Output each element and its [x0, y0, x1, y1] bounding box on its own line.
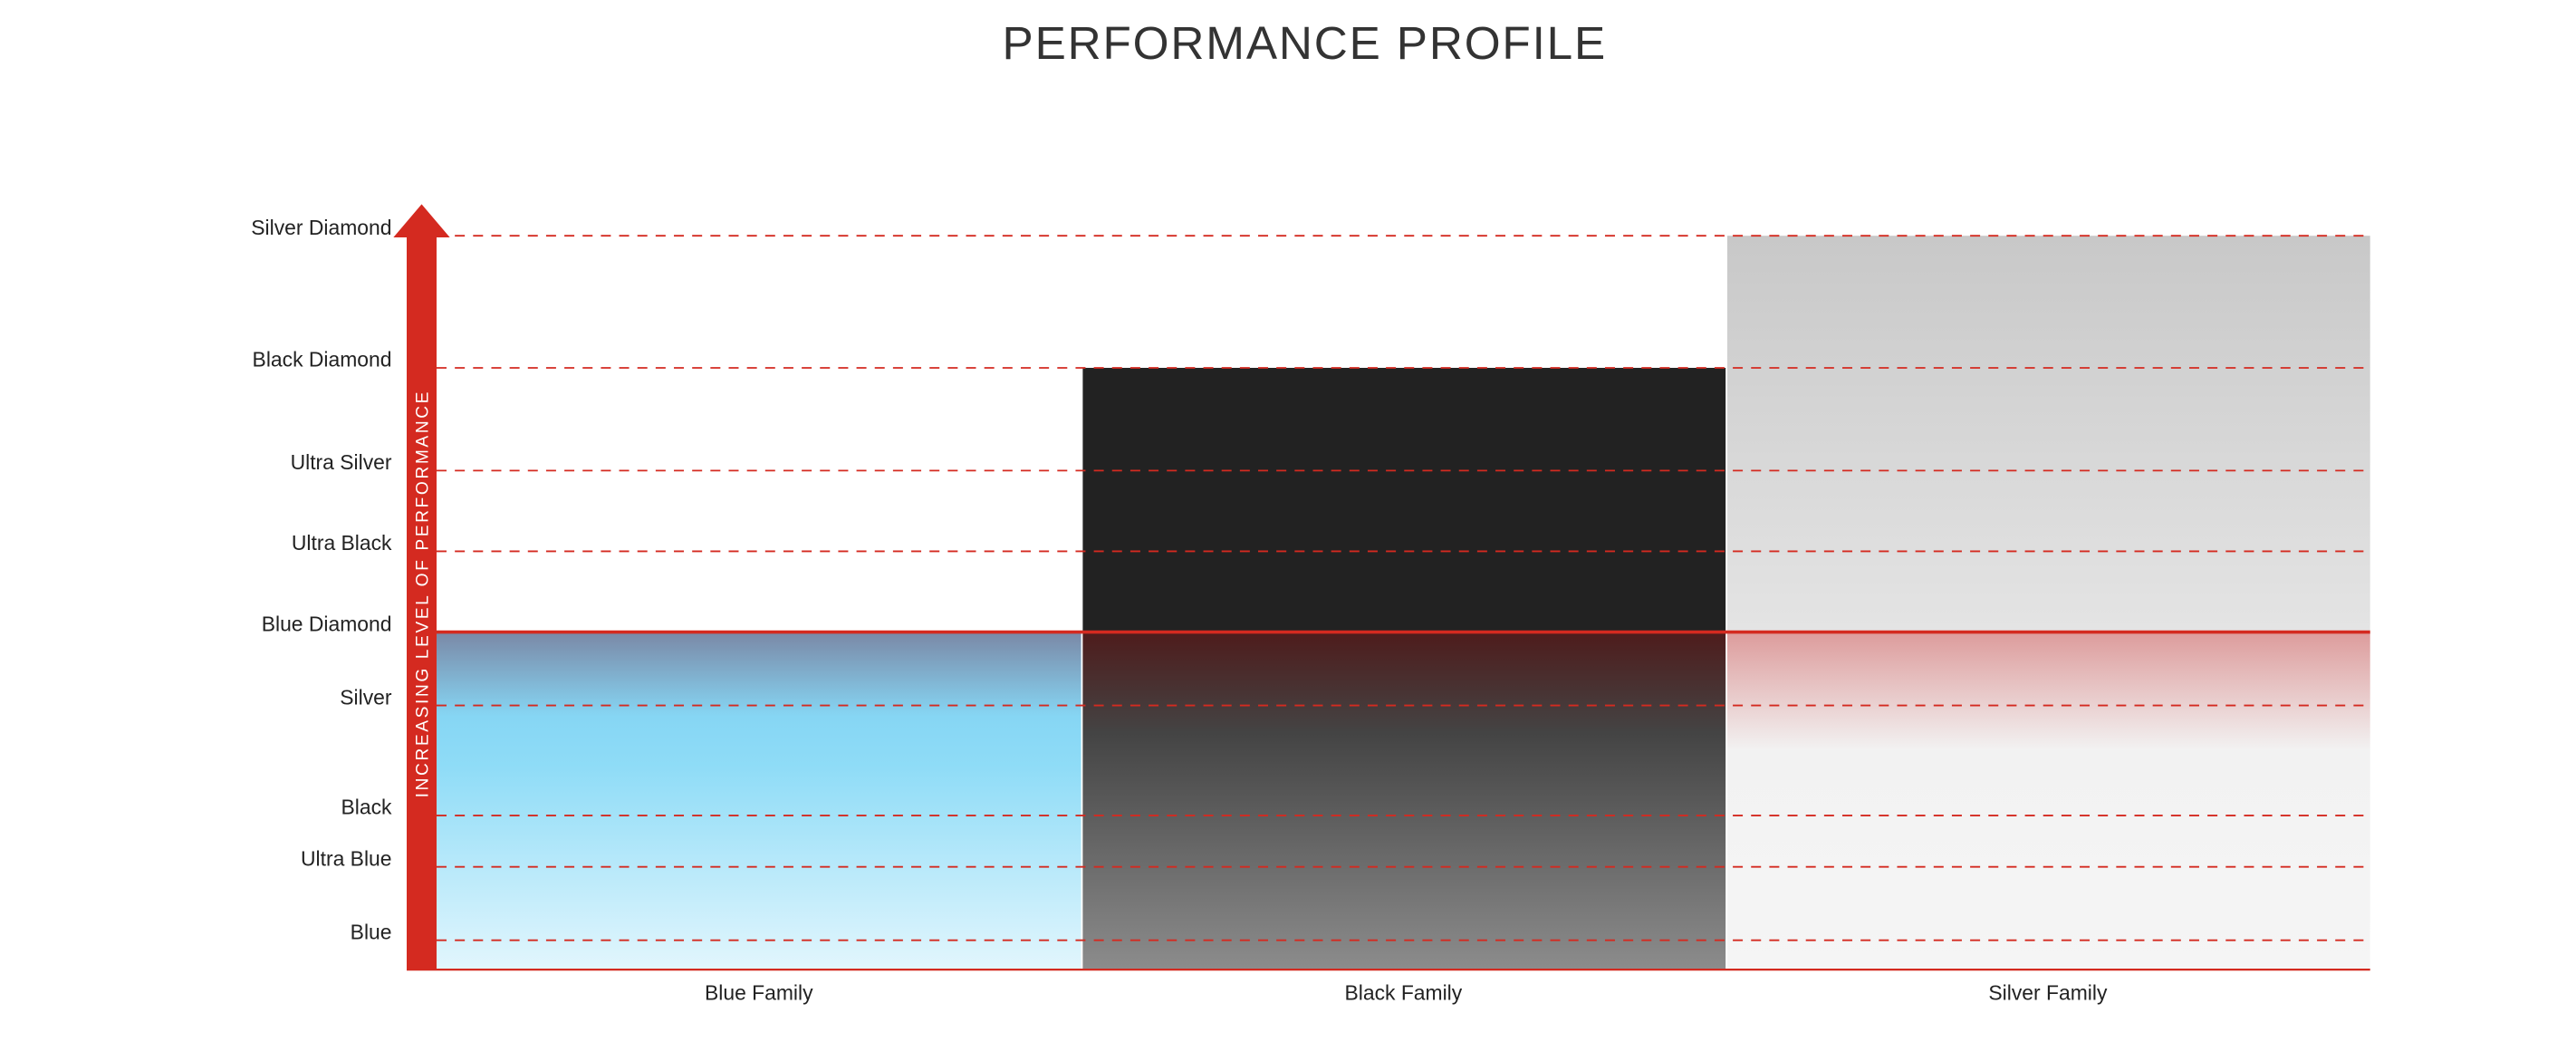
bar — [436, 632, 1081, 970]
y-tick-label: Blue Diamond — [262, 612, 392, 635]
y-tick-label: Silver — [340, 685, 392, 709]
axis-arrow-head — [393, 204, 450, 238]
y-tick-label: Ultra Blue — [301, 846, 392, 870]
y-tick-label: Black Diamond — [253, 348, 392, 371]
axis-arrow-shaft — [407, 232, 437, 970]
bar — [1726, 236, 2370, 970]
y-tick-label: Black — [341, 796, 393, 819]
y-tick-label: Ultra Silver — [291, 450, 392, 474]
x-tick-label: Blue Family — [705, 981, 813, 1005]
y-tick-label: Blue — [351, 920, 392, 943]
x-tick-label: Silver Family — [1988, 981, 2108, 1005]
y-tick-label: Silver Diamond — [251, 216, 391, 239]
x-tick-label: Black Family — [1344, 981, 1462, 1005]
y-axis-label: INCREASING LEVEL OF PERFORMANCE — [413, 390, 432, 797]
bar — [1082, 367, 1726, 970]
y-tick-label: Ultra Black — [292, 531, 392, 555]
chart-title: PERFORMANCE PROFILE — [1003, 17, 1608, 69]
